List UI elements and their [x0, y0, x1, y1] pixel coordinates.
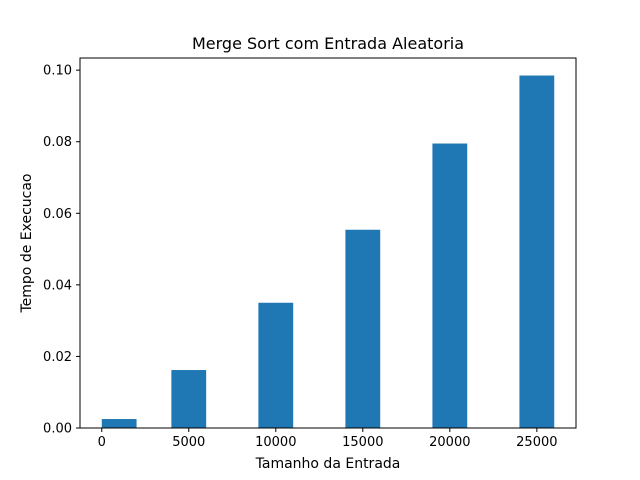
x-tick-label: 25000 — [516, 435, 557, 450]
bar-0 — [101, 419, 137, 428]
bar-2 — [258, 302, 294, 428]
x-tick-label: 10000 — [255, 435, 296, 450]
bar-4 — [432, 143, 468, 428]
y-tick-label: 0.04 — [43, 278, 72, 293]
x-tick-label: 15000 — [342, 435, 383, 450]
y-tick-label: 0.10 — [43, 64, 72, 79]
bar-1 — [171, 370, 207, 428]
x-axis-ticks: 0 5000 10000 15000 20000 25000 — [98, 428, 558, 450]
y-tick-label: 0.02 — [43, 350, 72, 365]
bar-5 — [519, 75, 555, 429]
x-tick-label: 5000 — [172, 435, 205, 450]
bar-3 — [345, 229, 381, 428]
x-tick-label: 20000 — [429, 435, 470, 450]
x-axis-label: Tamanho da Entrada — [255, 456, 401, 472]
chart-title: Merge Sort com Entrada Aleatoria — [192, 34, 464, 53]
y-tick-label: 0.06 — [43, 207, 72, 222]
y-axis-ticks: 0.00 0.02 0.04 0.06 0.08 0.10 — [43, 64, 80, 437]
x-tick-label: 0 — [98, 435, 106, 450]
y-tick-label: 0.00 — [43, 422, 72, 437]
plot-frame — [79, 57, 577, 429]
bars-group — [101, 75, 555, 429]
y-axis-label: Tempo de Execucao — [19, 173, 35, 313]
y-tick-label: 0.08 — [43, 135, 72, 150]
